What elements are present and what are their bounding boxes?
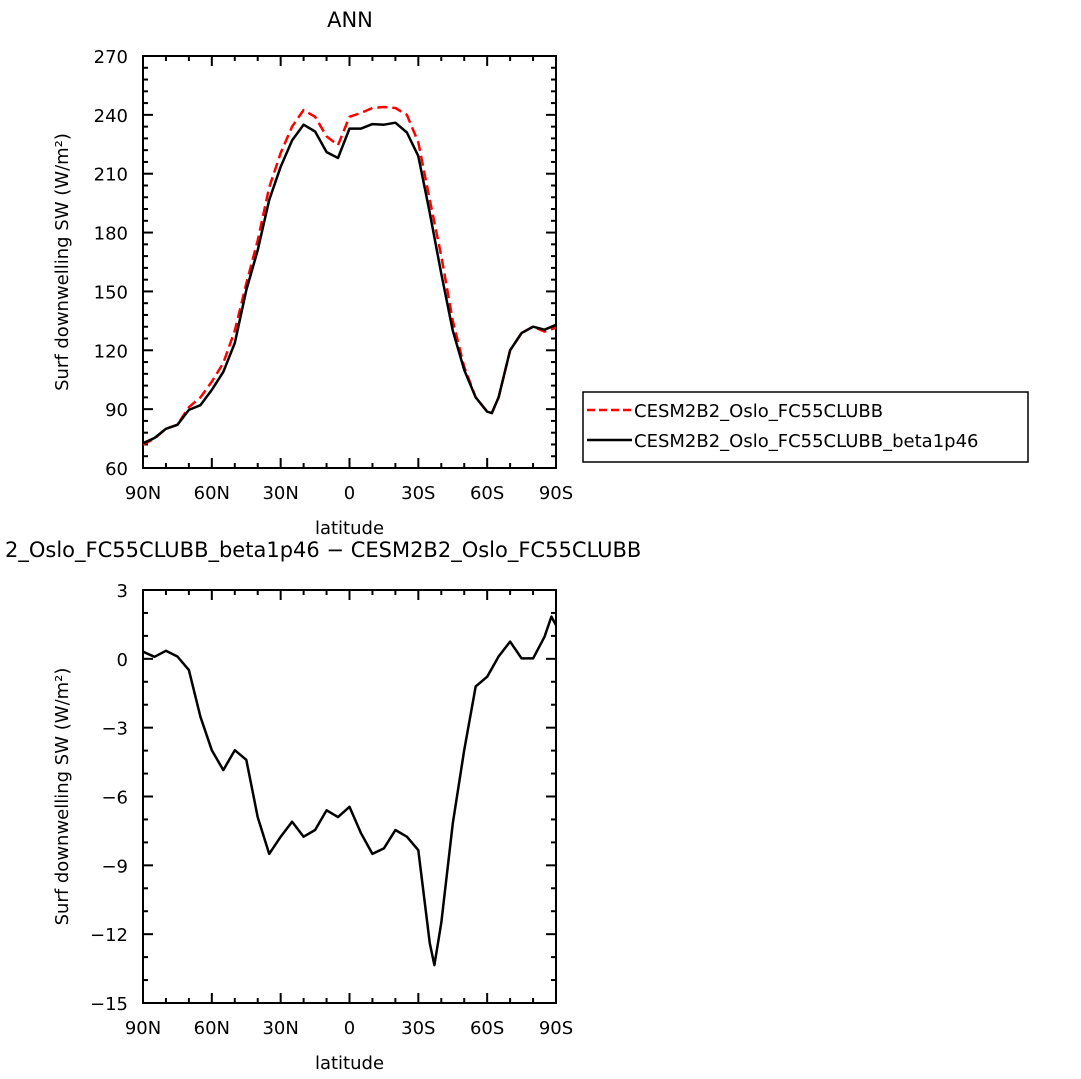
x-tick-label: 30S	[401, 483, 435, 504]
x-tick-label: 90S	[539, 483, 573, 504]
x-tick-label: 30N	[262, 1018, 298, 1039]
y-axis-label: Surf downwelling SW (W/m²)	[52, 668, 73, 926]
legend-label: CESM2B2_Oslo_FC55CLUBB_beta1p46	[634, 431, 978, 452]
y-tick-label: −15	[90, 994, 128, 1015]
series-line-1	[142, 121, 557, 445]
y-tick-label: 180	[94, 224, 128, 245]
x-tick-label: 60N	[194, 483, 230, 504]
chart-title: ANN	[327, 8, 373, 32]
y-tick-label: −6	[101, 788, 128, 809]
x-tick-label: 90S	[539, 1018, 573, 1039]
series-line-0	[142, 105, 557, 446]
y-tick-label: 150	[94, 282, 128, 303]
y-tick-label: −3	[101, 719, 128, 740]
y-tick-label: 120	[94, 341, 128, 362]
x-tick-label: 90N	[125, 483, 161, 504]
y-tick-label: −9	[101, 856, 128, 877]
x-tick-label: 30N	[262, 483, 298, 504]
y-tick-label: 210	[94, 165, 128, 186]
x-tick-label: 30S	[401, 1018, 435, 1039]
series-line-0	[142, 615, 558, 967]
x-tick-label: 60S	[470, 483, 504, 504]
y-tick-label: 3	[117, 581, 128, 602]
x-tick-label: 90N	[125, 1018, 161, 1039]
plot-frame	[142, 589, 557, 1004]
y-axis-label: Surf downwelling SW (W/m²)	[52, 133, 73, 391]
legend-box	[582, 391, 1029, 463]
x-tick-label: 0	[344, 1018, 355, 1039]
chart-title: 2_Oslo_FC55CLUBB_beta1p46 − CESM2B2_Oslo…	[5, 538, 641, 563]
x-tick-label: 60S	[470, 1018, 504, 1039]
y-tick-label: 0	[117, 650, 128, 671]
y-tick-label: 60	[105, 459, 128, 480]
y-tick-label: 270	[94, 47, 128, 68]
x-tick-label: 60N	[194, 1018, 230, 1039]
y-tick-label: −12	[90, 925, 128, 946]
x-axis-label: latitude	[315, 1053, 384, 1074]
legend-label: CESM2B2_Oslo_FC55CLUBB	[634, 401, 883, 422]
x-axis-label: latitude	[315, 518, 384, 539]
y-tick-label: 240	[94, 106, 128, 127]
x-tick-label: 0	[344, 483, 355, 504]
y-tick-label: 90	[105, 400, 128, 421]
